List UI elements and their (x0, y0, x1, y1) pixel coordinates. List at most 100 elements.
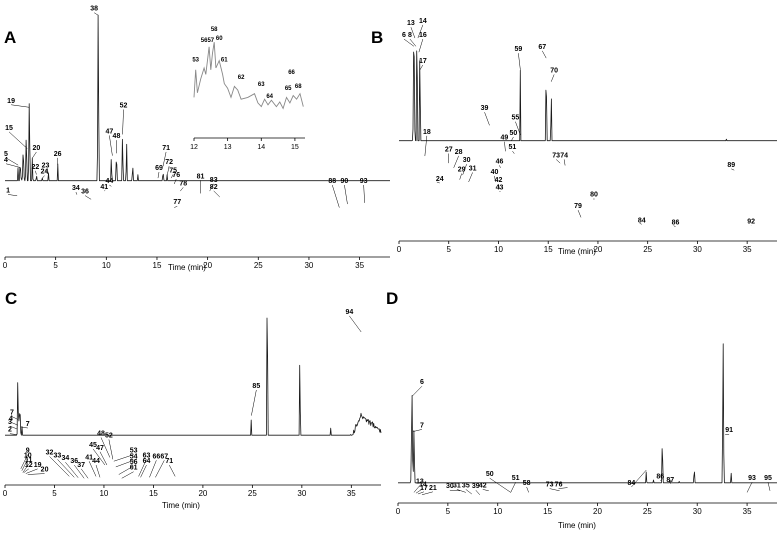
peak-label: 19 (34, 462, 42, 469)
peak-label: 85 (252, 383, 260, 390)
panel-b-tick-label: 10 (494, 245, 503, 254)
peak-label: 26 (54, 151, 62, 158)
panel-b-tick-label: 30 (693, 245, 702, 254)
peak-leader-line (75, 191, 78, 195)
panel-b-tick-label: 0 (397, 245, 402, 254)
peak-leader-line (173, 179, 177, 185)
peak-label: 52 (105, 432, 113, 439)
peak-label: 50 (486, 471, 494, 478)
peak-leader-line (20, 454, 28, 469)
peak-label: 30 (446, 483, 454, 490)
peak-label: 47 (105, 128, 113, 135)
peak-leader-line (660, 479, 663, 481)
peak-leader-line (349, 315, 362, 333)
peak-label: 6 (402, 32, 406, 39)
panel-c-tick-label: 25 (248, 489, 257, 498)
peak-label: 13 (407, 20, 415, 27)
peak-label: 21 (429, 485, 437, 492)
peak-label: 71 (165, 458, 173, 465)
peak-label: 4 (9, 415, 13, 422)
peak-label: 77 (173, 199, 181, 206)
peak-leader-line (25, 468, 38, 474)
inset-peak-label: 68 (295, 84, 302, 90)
peak-leader-line (35, 170, 37, 175)
peak-label: 33 (54, 452, 62, 459)
peak-leader-line (412, 429, 422, 432)
panel-c-tick-label: 10 (99, 489, 108, 498)
peak-leader-line (108, 439, 114, 460)
peak-leader-line (542, 50, 547, 59)
peak-label: 34 (72, 185, 80, 192)
peak-leader-line (174, 206, 178, 208)
peak-label: 66 (152, 453, 160, 460)
peak-label: 45 (89, 442, 97, 449)
peak-label: 18 (423, 129, 431, 136)
peak-leader-line (9, 425, 17, 430)
panel-a-ticks: 0 5 10 15 20 25 30 35 (3, 257, 365, 270)
peak-label: 41 (85, 454, 93, 461)
panel-d-tick-label: 30 (693, 507, 702, 516)
peak-label: 88 (328, 178, 336, 185)
inset-peak-label: 61 (221, 57, 228, 63)
panel-a-labels: 1541519202224232634363841444748526971727… (4, 6, 368, 208)
inset-peak-label: 56 (201, 38, 208, 44)
peak-label: 76 (555, 482, 563, 489)
peak-label: 31 (453, 482, 461, 489)
panel-a-trace (5, 14, 390, 182)
inset-peak-label: 53 (192, 57, 199, 63)
panel-b-ticks: 0 5 10 15 20 25 30 35 (397, 241, 752, 254)
peak-label: 73 (546, 482, 554, 489)
peak-label: 1 (6, 187, 10, 194)
peak-leader-line (449, 489, 460, 492)
panel-d-tick-label: 0 (396, 507, 401, 516)
peak-label: 92 (747, 218, 755, 225)
peak-label: 40 (491, 169, 499, 176)
peak-leader-line (27, 473, 45, 475)
peak-leader-line (109, 135, 113, 156)
panel-d-traces (398, 343, 777, 484)
peak-leader-line (465, 489, 472, 495)
peak-leader-line (577, 210, 582, 218)
peak-leader-line (498, 184, 500, 190)
peak-label: 56 (130, 459, 138, 466)
peak-leader-line (489, 477, 511, 493)
peak-label: 93 (748, 475, 756, 482)
panel-b-tick-label: 15 (544, 245, 553, 254)
peak-label: 20 (33, 145, 41, 152)
peak-leader-line (453, 155, 459, 168)
peak-label: 63 (143, 452, 151, 459)
peak-label: 69 (155, 165, 163, 172)
peak-label: 10 (24, 452, 32, 459)
peak-leader-line (32, 151, 37, 159)
peak-label: 83 (210, 177, 218, 184)
peak-label: 75 (169, 167, 177, 174)
peak-leader-line (499, 165, 501, 168)
peak-leader-line (413, 485, 421, 493)
panel-b-trace (399, 50, 777, 142)
peak-leader-line (767, 482, 771, 491)
panel-b-tick-label: 5 (447, 245, 452, 254)
peak-label: 55 (511, 115, 519, 122)
peak-leader-line (415, 488, 424, 494)
peak-label: 42 (495, 177, 503, 184)
peak-leader-line (138, 459, 147, 477)
peak-label: 95 (764, 475, 772, 482)
panel-c-trace (5, 317, 382, 436)
peak-label: 11 (25, 457, 33, 464)
panel-d-ticks: 0 5 10 15 20 25 30 35 (396, 503, 752, 516)
peak-label: 48 (113, 133, 121, 140)
peak-leader-line (731, 168, 735, 171)
panel-d-x-axis-title: Time (min) (558, 521, 596, 530)
peak-label: 32 (46, 450, 54, 457)
peak-leader-line (140, 464, 147, 478)
panel-a-inset-ticks: 12 13 14 15 (190, 138, 299, 151)
peak-label: 93 (360, 178, 368, 185)
panel-a-tick-label: 15 (153, 261, 162, 270)
peak-leader-line (23, 468, 29, 473)
peak-label: 59 (514, 46, 522, 53)
peak-label: 91 (725, 427, 733, 434)
panel-a-inset-trace (193, 42, 304, 110)
